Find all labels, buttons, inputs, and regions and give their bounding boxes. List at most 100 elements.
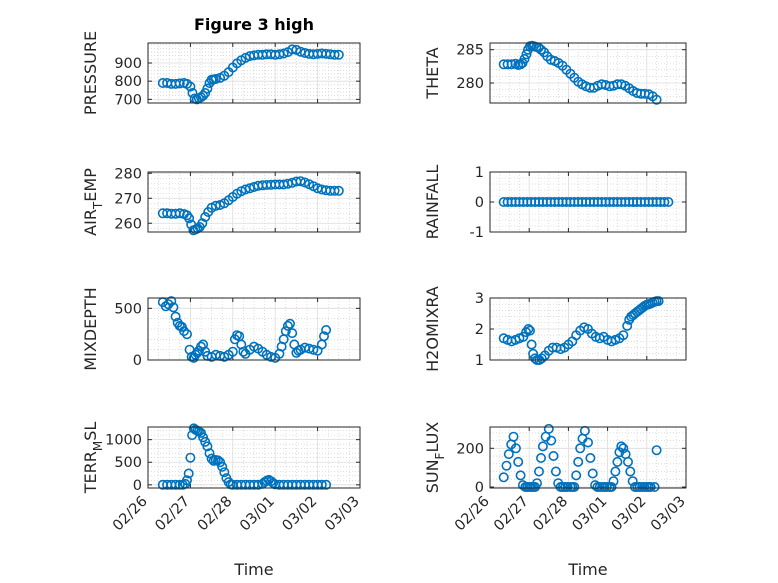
- data-point: [550, 466, 561, 477]
- data-point: [582, 437, 593, 448]
- data-point: [521, 49, 532, 60]
- y-axis-label: PRESSURE: [81, 31, 100, 115]
- data-point: [329, 185, 340, 196]
- y-axis-label: MIXDEPTH: [81, 287, 100, 370]
- data-point: [616, 441, 627, 452]
- data-point: [316, 479, 327, 490]
- data-point: [227, 346, 238, 357]
- data-point: [174, 479, 185, 490]
- x-tick-label: 02/26: [452, 494, 493, 535]
- x-tick-label: 02/28: [530, 494, 571, 535]
- data-point: [308, 344, 319, 355]
- data-point: [508, 431, 519, 442]
- data-point: [524, 325, 535, 336]
- x-tick-label: 02/26: [110, 494, 151, 535]
- data-point: [217, 461, 228, 472]
- data-point: [585, 452, 596, 463]
- y-axis-label-main: TERR: [81, 451, 100, 494]
- x-axis-label: Time: [233, 560, 273, 579]
- data-point: [625, 466, 636, 477]
- y-axis-label-tail: LUX: [423, 422, 442, 453]
- axes-frame: [489, 426, 687, 489]
- data-point: [653, 296, 664, 307]
- data-point: [608, 476, 619, 487]
- data-point: [651, 445, 662, 456]
- data-point: [523, 323, 534, 334]
- y-axis-label-main: SUN: [423, 459, 442, 493]
- data-point: [546, 435, 557, 446]
- y-axis-label: RAINFALL: [423, 165, 442, 240]
- data-point: [170, 311, 181, 322]
- data-point: [163, 299, 174, 310]
- y-axis-label-tail: EMP: [81, 168, 100, 202]
- data-point: [537, 441, 548, 452]
- y-tick-label: 700: [114, 92, 142, 108]
- x-tick-label: 02/28: [195, 494, 236, 535]
- data-point: [215, 457, 226, 468]
- data-point: [571, 470, 582, 481]
- data-point: [587, 468, 598, 479]
- y-axis-label: THETA: [423, 47, 442, 99]
- data-point: [548, 450, 559, 461]
- data-point: [519, 53, 530, 64]
- subplot-mixdepth: 0 500 MIXDEPTH: [81, 287, 361, 371]
- data-point: [659, 197, 670, 208]
- data-point: [498, 472, 509, 483]
- data-point: [543, 423, 554, 434]
- data-point: [202, 83, 213, 94]
- axes-frame: [147, 426, 361, 489]
- data-point: [501, 460, 512, 471]
- data-point: [284, 318, 295, 329]
- y-axis-label-main: PRESSURE: [81, 31, 100, 115]
- y-tick-label: 280: [456, 76, 484, 92]
- axes-frame: [147, 42, 361, 104]
- subplot-pressure: 700 800 900 PRESSURE Figure 3 high: [81, 15, 361, 115]
- subplot-terr-msl: 0 500 1000 02/26 02/27 02/28 03/01 03/02 03/03 TE…: [81, 422, 363, 579]
- data-point: [618, 330, 629, 341]
- data-point: [318, 331, 329, 342]
- y-axis-label-main: H2OMIXRA: [423, 286, 442, 372]
- y-axis-label-subscript: M: [91, 441, 105, 451]
- subplot-theta: 280 285 THETA: [423, 40, 687, 105]
- y-tick-label: 1: [475, 353, 484, 369]
- y-axis-label: SUNFLUX: [423, 422, 447, 494]
- y-tick-label: -1: [470, 225, 484, 241]
- y-axis-label-tail: SL: [81, 422, 100, 441]
- axes-frame: [147, 297, 361, 361]
- data-point: [287, 328, 298, 339]
- data-point: [265, 351, 276, 362]
- x-tick-label: 03/01: [237, 494, 278, 535]
- subplot-h2omixra: 1 2 3 H2OMIXRA: [423, 286, 687, 372]
- data-point: [535, 452, 546, 463]
- data-point: [185, 81, 196, 92]
- data-point: [197, 218, 208, 229]
- y-axis-label-main: AIR: [81, 209, 100, 236]
- data-point: [321, 324, 332, 335]
- data-point: [219, 467, 230, 478]
- data-point: [200, 212, 211, 223]
- data-point: [651, 94, 662, 105]
- data-point: [569, 481, 580, 492]
- y-axis-label: TERRMSL: [81, 422, 105, 495]
- data-point: [612, 456, 623, 467]
- data-point: [168, 302, 179, 313]
- data-point: [535, 44, 546, 55]
- y-tick-label: 1: [475, 165, 484, 181]
- data-point: [174, 78, 185, 89]
- x-tick-label: 03/01: [570, 494, 611, 535]
- data-point: [179, 326, 190, 337]
- y-tick-label: 3: [475, 291, 484, 307]
- data-point: [622, 320, 633, 331]
- data-point: [210, 74, 221, 85]
- data-point: [515, 470, 526, 481]
- data-point: [282, 320, 293, 331]
- data-point: [533, 466, 544, 477]
- y-tick-label: 0: [133, 478, 142, 494]
- data-point: [166, 296, 177, 307]
- data-point: [198, 90, 209, 101]
- data-point: [573, 456, 584, 467]
- y-tick-label: 500: [114, 455, 142, 471]
- data-point: [510, 443, 521, 454]
- data-point: [278, 48, 289, 59]
